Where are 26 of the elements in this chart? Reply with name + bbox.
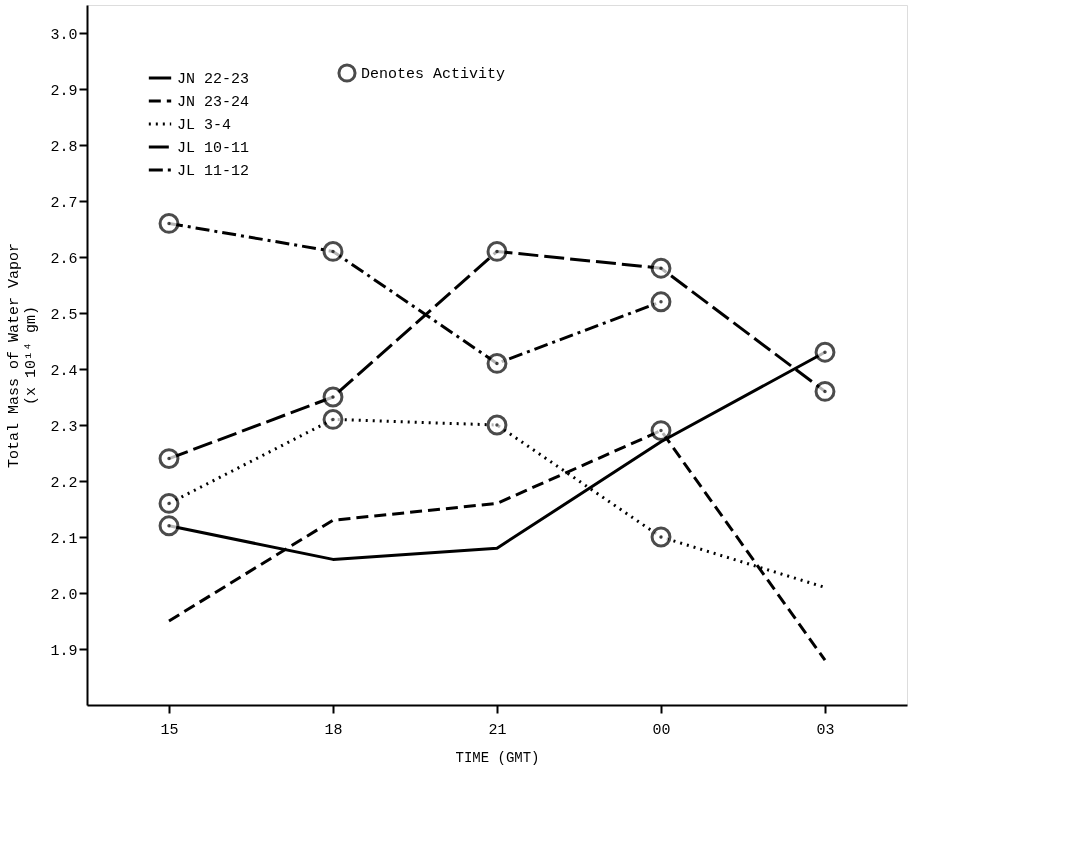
y-tick-label: 1.9	[50, 642, 78, 660]
y-tick-label: 2.7	[50, 194, 78, 212]
y-tick-label: 2.0	[50, 586, 78, 604]
y-tick-label: 2.1	[50, 530, 78, 548]
y-tick-label: 2.9	[50, 82, 78, 100]
y-tick-label: 2.6	[50, 250, 78, 268]
legend-label: JN 23-24	[177, 94, 250, 111]
x-tick-label: 00	[652, 721, 671, 739]
x-tick-label: 03	[816, 721, 835, 739]
x-tick-label: 18	[324, 721, 343, 739]
x-axis-title: TIME (GMT)	[455, 749, 540, 766]
y-tick-label: 2.4	[50, 362, 78, 380]
legend-label: JL 10-11	[177, 140, 250, 157]
y-tick-label: 3.0	[50, 26, 78, 44]
y-tick-label: 2.3	[50, 418, 78, 436]
x-tick-label: 21	[488, 721, 507, 739]
legend-label: JL 11-12	[177, 163, 250, 180]
legend-label: Denotes Activity	[361, 66, 506, 83]
y-tick-label: 2.2	[50, 474, 78, 492]
legend-label: JN 22-23	[177, 71, 250, 88]
text: (x 10¹⁴ gm)	[23, 305, 41, 406]
legend-label: JL 3-4	[177, 117, 232, 134]
text: Total Mass of Water Vapor	[6, 242, 24, 469]
y-tick-label: 2.5	[50, 306, 78, 324]
y-tick-label: 2.8	[50, 138, 78, 156]
x-tick-label: 15	[160, 721, 179, 739]
